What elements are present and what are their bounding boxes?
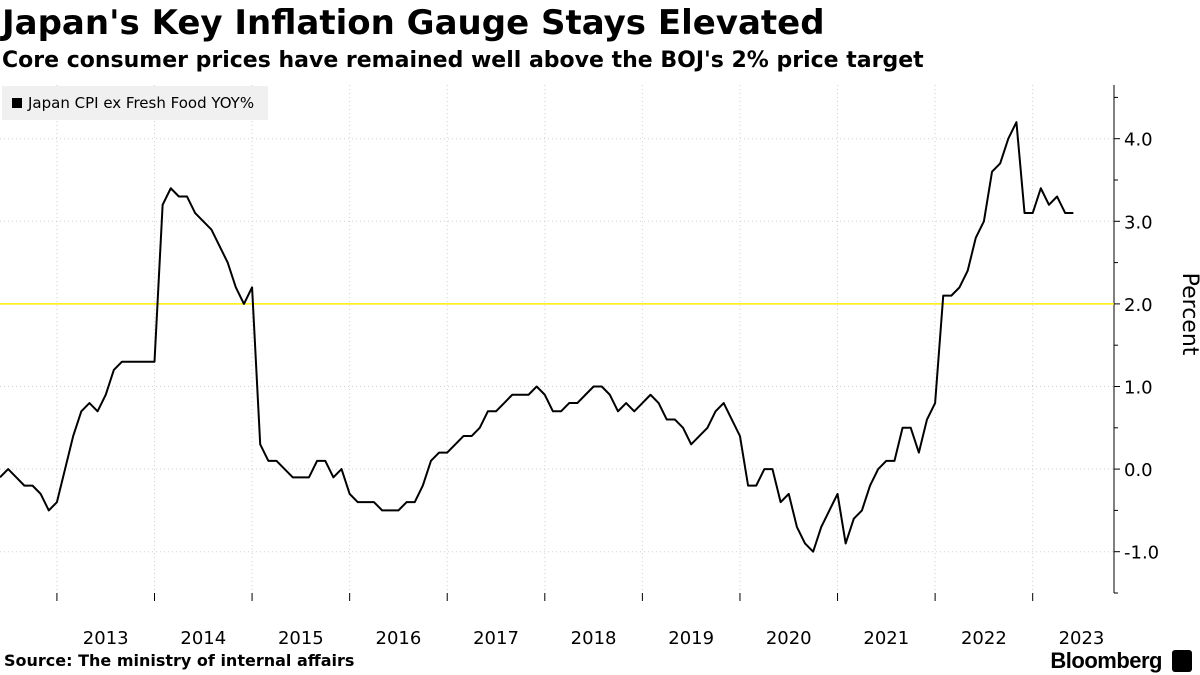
- x-tick-label: 2015: [278, 628, 324, 649]
- x-tick-label: 2018: [571, 628, 617, 649]
- x-tick-label: 2017: [473, 628, 519, 649]
- y-tick-label: 1.0: [1124, 377, 1153, 398]
- x-tick-label: 2014: [180, 628, 226, 649]
- x-tick-label: 2021: [863, 628, 909, 649]
- legend: Japan CPI ex Fresh Food YOY%: [2, 86, 269, 120]
- y-axis-title: Percent: [1177, 273, 1200, 356]
- chart-subtitle: Core consumer prices have remained well …: [2, 48, 924, 73]
- x-tick-label: 2016: [376, 628, 422, 649]
- y-tick-label: 3.0: [1124, 212, 1153, 233]
- chart-title: Japan's Key Inflation Gauge Stays Elevat…: [2, 3, 825, 43]
- x-tick-label: 2020: [766, 628, 812, 649]
- bloomberg-logo: Bloomberg: [1050, 648, 1162, 673]
- x-tick-label: 2013: [83, 628, 129, 649]
- x-tick-label: 2019: [668, 628, 714, 649]
- x-tick-label: 2022: [961, 628, 1007, 649]
- y-tick-label: -1.0: [1124, 543, 1159, 564]
- x-tick-label: 2023: [1059, 628, 1105, 649]
- source-note: Source: The ministry of internal affairs: [4, 651, 355, 670]
- y-tick-label: 4.0: [1124, 130, 1153, 151]
- y-tick-label: 2.0: [1124, 295, 1153, 316]
- series-line-core-cpi: [0, 121, 1074, 553]
- legend-swatch: [12, 98, 22, 108]
- y-tick-label: 0.0: [1124, 460, 1153, 481]
- bloomberg-terminal-icon: [1172, 650, 1192, 672]
- legend-label: Japan CPI ex Fresh Food YOY%: [28, 94, 255, 112]
